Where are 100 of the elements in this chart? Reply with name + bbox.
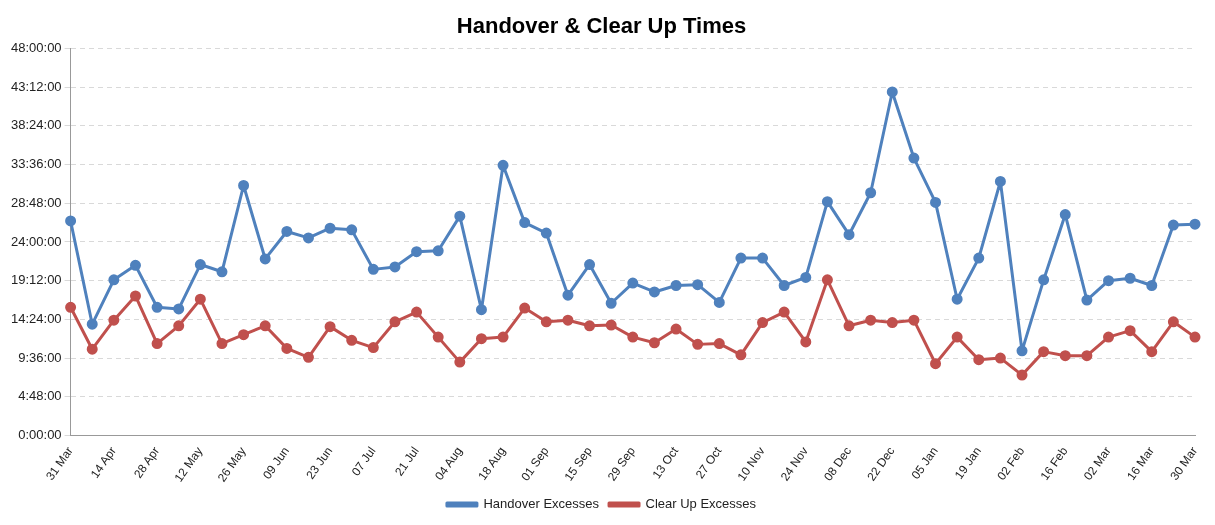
legend-label: Handover Excesses [483,496,600,512]
point [324,222,336,234]
x-tick-label: 04 Aug [432,444,465,483]
x-tick-label: 28 Apr [130,444,163,481]
point [692,338,704,350]
point [65,215,77,227]
point [281,225,293,237]
y-tick-label: 48:00:00 [10,39,62,55]
point [108,274,120,286]
point [800,336,812,348]
point [648,286,660,298]
point [1146,280,1158,291]
legend-label: Clear Up Excesses [645,496,757,512]
x-tick-label: 01 Sep [518,443,552,484]
point [173,320,185,332]
point [1189,218,1201,230]
point [1124,272,1136,284]
point [843,320,855,332]
y-tick-label: 28:48:00 [10,194,62,210]
x-tick-label: 07 Jul [348,444,379,479]
point [735,252,747,264]
point [605,297,617,309]
y-tick-label: 19:12:00 [10,272,62,288]
x-tick-label: 21 Jul [391,444,422,479]
point [367,342,379,354]
x-tick-label: 16 Mar [1124,444,1157,483]
point [886,317,898,329]
x-tick-label: 05 Jan [908,444,941,482]
x-tick-label: 02 Mar [1080,444,1114,483]
point [930,196,942,208]
point [713,296,725,308]
y-tick-label: 9:36:00 [18,349,62,365]
x-tick-label: 08 Dec [820,444,855,484]
point [1016,345,1028,357]
x-tick-label: 29 Sep [604,443,639,484]
point [951,331,963,343]
point [757,252,769,264]
point [346,224,358,236]
point [1038,346,1050,358]
point [454,210,466,222]
point [713,338,725,350]
point [497,331,509,343]
point [1103,331,1115,343]
point [151,338,163,350]
point [735,349,747,361]
point [432,331,444,343]
point [778,280,790,291]
point [1081,294,1093,306]
point [454,356,466,368]
point [194,259,206,271]
point [540,227,552,239]
point [281,342,293,354]
point [302,232,314,244]
y-tick-label: 43:12:00 [10,78,62,94]
point [302,351,314,363]
point [324,321,336,333]
point [692,279,704,291]
y-tick-label: 33:36:00 [10,156,62,172]
x-tick-label: 13 Oct [649,443,682,482]
point [908,314,920,326]
x-tick-label: 09 Jun [259,444,292,482]
point [519,217,531,229]
point [216,266,228,278]
x-tick-label: 10 Nov [734,444,768,484]
point [973,252,985,264]
x-tick-label: 24 Nov [777,444,811,484]
x-tick-label: 02 Feb [994,443,1028,483]
point [865,187,877,199]
x-tick-label: 15 Sep [561,443,595,484]
point [86,318,98,330]
point [584,320,596,332]
point [648,337,660,349]
point [627,331,639,343]
y-tick-label: 0:00:00 [18,427,62,443]
point [757,317,769,329]
point [151,301,163,313]
point [389,316,401,328]
point [238,329,250,341]
point [994,352,1006,364]
point [843,229,855,241]
x-tick-label: 30 Mar [1167,444,1201,483]
point [1146,346,1158,358]
point [1124,325,1136,337]
point [173,303,185,315]
point [627,277,639,289]
point [238,180,250,191]
point [129,259,141,271]
point [951,293,963,305]
point [519,302,531,314]
point [562,289,574,301]
point [1016,369,1028,381]
chart-title: Handover & Clear Up Times [456,13,747,39]
point [497,159,509,171]
x-tick-label: 23 Jun [303,444,336,482]
point [540,316,552,328]
point [778,306,790,318]
x-tick-label: 27 Oct [692,443,725,482]
point [216,338,228,350]
point [562,314,574,326]
point [432,245,444,257]
